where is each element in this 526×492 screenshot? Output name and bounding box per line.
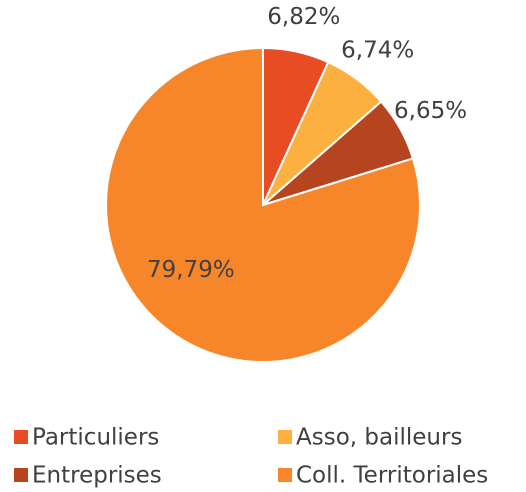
legend-swatch	[14, 430, 28, 444]
data-label: 6,65%	[394, 98, 467, 124]
data-label: 6,82%	[267, 4, 340, 30]
legend-label: Coll. Territoriales	[296, 463, 488, 489]
legend-label: Asso, bailleurs	[296, 425, 462, 451]
legend-swatch	[278, 430, 292, 444]
legend-swatch	[14, 468, 28, 482]
data-label: 6,74%	[341, 38, 414, 64]
legend-swatch	[278, 468, 292, 482]
legend-label: Particuliers	[32, 425, 159, 451]
legend-label: Entreprises	[32, 463, 162, 489]
pie-slice	[105, 46, 421, 363]
data-label: 79,79%	[147, 257, 235, 283]
